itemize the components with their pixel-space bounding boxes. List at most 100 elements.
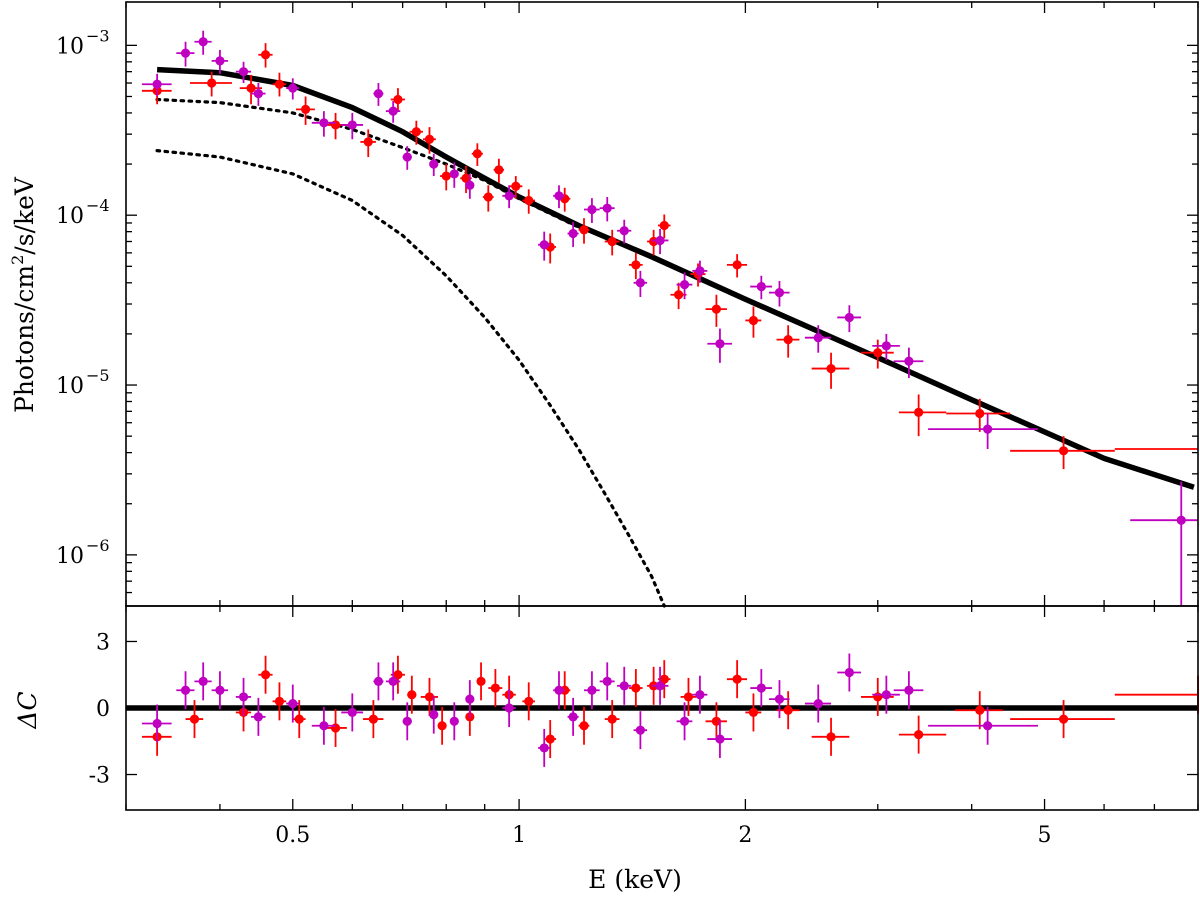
spectrum-data-point <box>502 185 516 209</box>
residual-data-point <box>893 671 924 710</box>
data-marker <box>1058 446 1069 456</box>
residual-data-point <box>437 706 447 745</box>
spectrum-data-point <box>769 280 790 307</box>
x-tick-label: 5 <box>1038 823 1052 848</box>
residual-marker <box>490 683 500 693</box>
data-marker <box>695 266 705 276</box>
spectrum-data-point <box>1130 481 1198 606</box>
y-tick-label: 10 <box>56 374 84 399</box>
spectrum-data-point <box>471 143 483 166</box>
spectrum-data-point <box>449 162 459 188</box>
spectrum-data-point <box>776 325 800 358</box>
residual-marker <box>189 714 200 724</box>
data-marker <box>347 120 357 130</box>
residual-marker <box>983 721 993 731</box>
residual-data-point <box>750 669 773 708</box>
model-curves <box>155 66 1195 608</box>
residual-data-point <box>954 691 1003 730</box>
spectrum-data-point <box>360 129 376 158</box>
residual-data-point <box>584 671 600 710</box>
spectrum-data-point <box>239 74 262 105</box>
data-marker <box>465 180 475 190</box>
residual-data-point <box>578 706 590 745</box>
residual-y-tick-labels: 3 0 -3 <box>89 630 110 788</box>
residual-marker <box>539 743 549 753</box>
data-marker <box>602 203 612 213</box>
residual-marker <box>465 694 475 704</box>
data-marker <box>319 118 329 128</box>
spectrum-data-point <box>429 153 439 177</box>
spectrum-data-point <box>651 228 669 255</box>
spectrum-data-point <box>804 325 832 353</box>
x-axis-label: E (keV) <box>588 865 682 894</box>
residual-data-point <box>488 669 503 708</box>
spectrum-data-point <box>893 347 924 379</box>
residual-marker <box>253 712 263 722</box>
data-marker <box>554 191 564 201</box>
residual-marker <box>393 670 403 680</box>
data-marker <box>631 260 641 270</box>
residual-marker <box>774 694 785 704</box>
data-marker <box>461 173 471 183</box>
residual-marker <box>437 721 447 731</box>
data-marker <box>587 204 597 215</box>
residual-data-point <box>390 655 405 694</box>
residual-data-point <box>599 662 615 701</box>
residual-data-point <box>449 702 459 741</box>
residual-marker <box>429 710 439 720</box>
data-marker <box>679 280 690 290</box>
spectrum-data-point <box>872 333 900 361</box>
spectrum-data-point <box>509 176 523 199</box>
data-marker <box>511 181 521 191</box>
residual-marker <box>288 698 298 709</box>
data-marker <box>274 79 285 89</box>
residual-data-point <box>385 662 401 701</box>
data-marker <box>429 159 439 169</box>
residual-data-point <box>804 684 832 723</box>
residual-marker <box>545 734 555 744</box>
residual-data-point <box>898 715 947 754</box>
residual-data-point <box>617 666 632 705</box>
residual-marker <box>695 690 705 700</box>
data-marker <box>388 106 398 116</box>
data-marker <box>402 152 412 162</box>
residuals-panel: 3 0 -3 ΔC <box>13 605 1199 811</box>
y-tick-label: 10 <box>56 544 84 569</box>
spectrum-data-point <box>341 112 364 140</box>
spectrum-data-point <box>522 189 536 214</box>
residual-marker <box>873 692 883 702</box>
spectrum-data-point <box>633 270 648 297</box>
spectrum-data-point <box>385 101 401 123</box>
spectrum-data-point <box>190 71 232 97</box>
residual-marker <box>504 703 514 713</box>
residual-data-point <box>522 682 536 721</box>
spectrum-data-point <box>402 146 412 170</box>
y-tick-label-exponent: −5 <box>86 366 110 385</box>
y-tick-label: 10 <box>56 204 84 229</box>
residual-marker <box>388 676 398 686</box>
residual-marker <box>476 676 486 686</box>
data-marker <box>813 333 823 343</box>
spectrum-data-point <box>141 73 172 97</box>
data-marker <box>568 228 578 239</box>
spectrum-panel: 10−310−410−510−6 Photons/cm2/s/keV <box>8 1 1199 608</box>
spectrum-data-point <box>567 222 579 247</box>
residual-data-point <box>465 680 475 719</box>
data-marker <box>363 137 373 147</box>
residual-marker <box>198 676 208 686</box>
spectrum-data-point <box>928 413 1038 450</box>
spectrum-data-point <box>1010 436 1115 470</box>
residual-data-point <box>928 706 1038 745</box>
spectrum-data-point <box>692 260 708 283</box>
residual-marker <box>330 723 341 733</box>
residual-marker <box>711 716 721 726</box>
spectrum-data-point <box>286 78 300 100</box>
residual-data-point <box>476 662 486 701</box>
data-marker <box>449 169 459 179</box>
residual-data-point <box>633 711 648 750</box>
residual-data-point <box>258 655 273 694</box>
data-marker <box>472 149 482 159</box>
spectrum-data-point <box>390 88 405 112</box>
residual-data-point <box>544 720 557 759</box>
model-total-curve <box>156 66 1195 490</box>
